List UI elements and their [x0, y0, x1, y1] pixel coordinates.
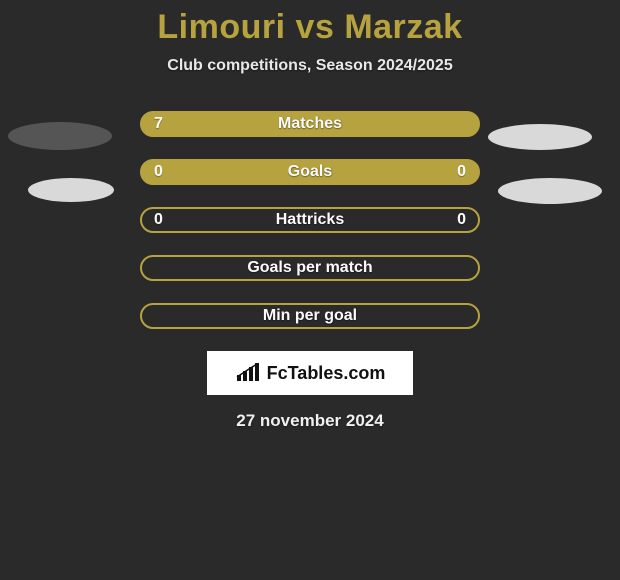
stat-label: Min per goal: [142, 307, 478, 325]
comparison-title: Limouri vs Marzak: [0, 8, 620, 47]
stat-label: Hattricks: [142, 211, 478, 229]
stat-row: Hattricks0 0: [140, 207, 480, 233]
logo-box: FcTables.com: [207, 351, 413, 395]
team-badge-placeholder: [498, 178, 602, 204]
player1-name: Limouri: [157, 8, 285, 46]
stat-left-value: 0: [154, 163, 163, 181]
stat-row: Min per goal: [140, 303, 480, 329]
infographic-container: Limouri vs Marzak Club competitions, Sea…: [0, 0, 620, 580]
stat-label: Matches: [142, 115, 478, 133]
logo-text: FcTables.com: [267, 363, 386, 384]
stat-row: Goals per match: [140, 255, 480, 281]
stat-right-value: 0: [457, 163, 466, 181]
stat-left-value: 7: [154, 115, 163, 133]
team-badge-placeholder: [8, 122, 112, 150]
stat-label: Goals: [142, 163, 478, 181]
logo: FcTables.com: [235, 363, 386, 384]
stat-label: Goals per match: [142, 259, 478, 277]
team-badge-placeholder: [488, 124, 592, 150]
stat-row: Matches7: [140, 111, 480, 137]
stat-left-value: 0: [154, 211, 163, 229]
subtitle: Club competitions, Season 2024/2025: [0, 57, 620, 75]
stat-row: Goals0 0: [140, 159, 480, 185]
stat-right-value: 0: [457, 211, 466, 229]
date-line: 27 november 2024: [0, 411, 620, 431]
bar-chart-icon: [235, 363, 261, 383]
team-badge-placeholder: [28, 178, 114, 202]
player2-name: Marzak: [344, 8, 462, 46]
vs-word: vs: [296, 8, 335, 46]
